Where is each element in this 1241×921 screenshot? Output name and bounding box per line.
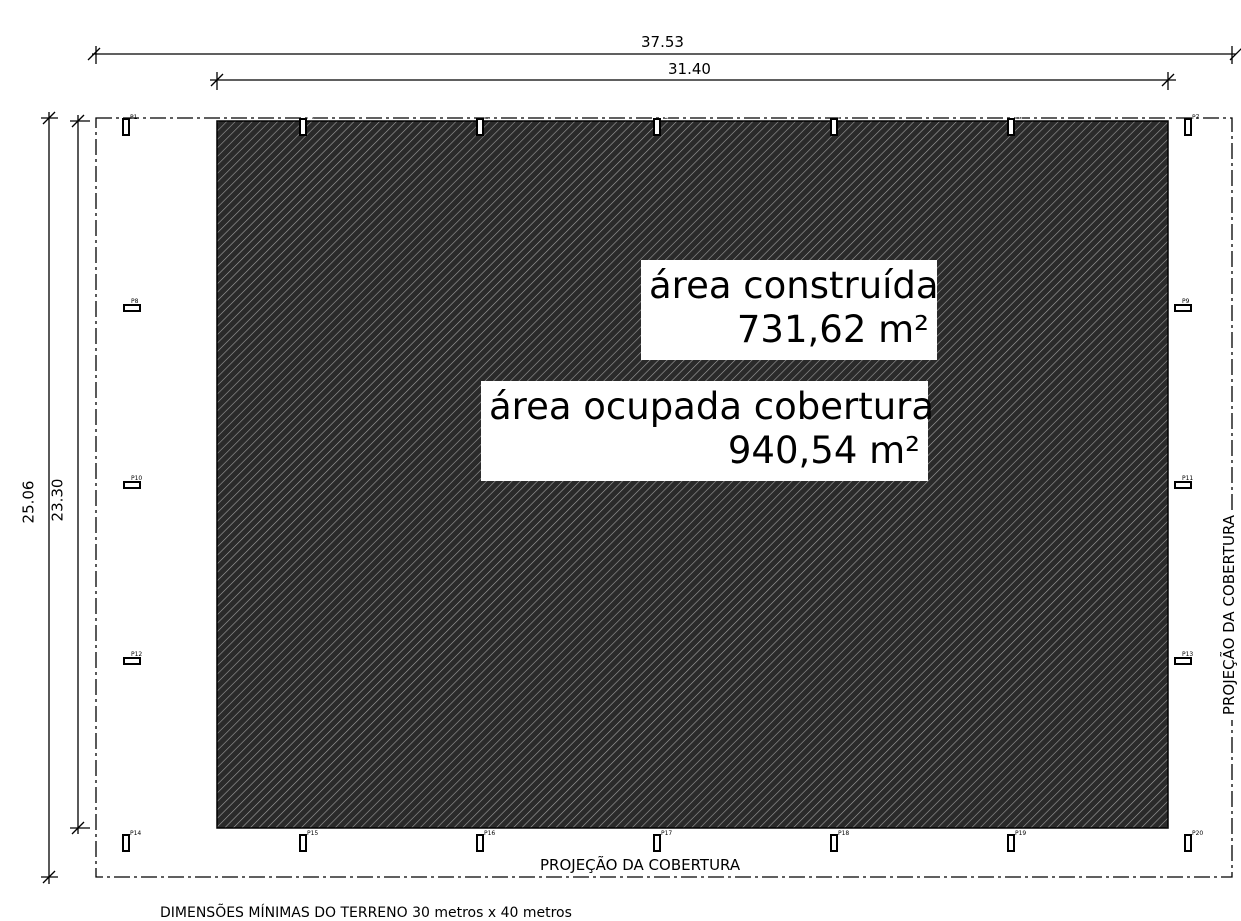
pillar-19 [1007, 834, 1015, 852]
pillar-label-13: P13 [1182, 651, 1193, 658]
pillar-label-17: P17 [661, 830, 672, 837]
pillar-label-9: P9 [1182, 298, 1190, 305]
inner-width-label: 31.40 [668, 60, 711, 78]
pillar-label-20: P20 [1192, 830, 1203, 837]
pillar-label-6: P6 [1015, 114, 1023, 121]
projection-label-bottom: PROJEÇÃO DA COBERTURA [536, 856, 745, 874]
pillar-13 [1174, 657, 1192, 665]
built-area-label: área construída [649, 264, 939, 307]
dimension-inner-width [210, 72, 1176, 90]
dimension-overall-width [87, 46, 1241, 64]
pillar-label-2: P2 [307, 114, 315, 121]
dimension-overall-height [41, 111, 58, 884]
covered-area-box: área ocupada cobertura 940,54 m² [481, 381, 935, 481]
pillar-17 [653, 834, 661, 852]
pillar-4 [653, 118, 661, 136]
pillar-5 [830, 118, 838, 136]
pillar-12 [123, 657, 141, 665]
pillar-11 [1174, 481, 1192, 489]
projection-label-right: PROJEÇÃO DA COBERTURA [1220, 510, 1238, 720]
overall-width-label: 37.53 [641, 33, 684, 51]
pillar-20 [1184, 834, 1192, 852]
overall-height-label: 25.06 [19, 480, 38, 524]
built-area-box: área construída 731,62 m² [641, 260, 939, 360]
inner-height-label: 23.30 [48, 478, 67, 522]
pillar-label-15: P15 [307, 830, 318, 837]
covered-area-value: 940,54 m² [727, 429, 920, 472]
pillar-1 [122, 118, 130, 136]
pillar-label-12: P12 [131, 651, 142, 658]
roof-projection-outline [95, 117, 1233, 878]
pillar-18 [830, 834, 838, 852]
pillar-label-8: P8 [131, 298, 139, 305]
pillar-8 [123, 304, 141, 312]
pillar-15 [299, 834, 307, 852]
pillar-label-7: P7 [1192, 114, 1200, 121]
pillar-label-19: P19 [1015, 830, 1026, 837]
covered-area-label: área ocupada cobertura [489, 385, 935, 428]
pillar-14 [122, 834, 130, 852]
pillar-label-16: P16 [484, 830, 495, 837]
pillar-label-18: P18 [838, 830, 849, 837]
pillar-label-1: P1 [130, 114, 138, 121]
pillar-9 [1174, 304, 1192, 312]
pillar-7 [1184, 118, 1192, 136]
land-dimension-note: DIMENSÕES MÍNIMAS DO TERRENO 30 metros x… [160, 905, 572, 921]
dimension-inner-height [70, 114, 90, 835]
pillar-label-11: P11 [1182, 475, 1193, 482]
pillar-label-4: P4 [661, 114, 669, 121]
pillar-3 [476, 118, 484, 136]
pillar-label-3: P3 [484, 114, 492, 121]
pillar-10 [123, 481, 141, 489]
pillar-label-10: P10 [131, 475, 142, 482]
pillar-label-5: P5 [838, 114, 846, 121]
built-area-value: 731,62 m² [736, 308, 929, 351]
pillar-2 [299, 118, 307, 136]
pillar-16 [476, 834, 484, 852]
pillar-group: P1 P2 P3 P4 P5 P6 P7 P8 P9 P10 P11 P12 P13 P14 P15 P16 P… [122, 114, 1203, 852]
pillar-label-14: P14 [130, 830, 141, 837]
pillar-6 [1007, 118, 1015, 136]
